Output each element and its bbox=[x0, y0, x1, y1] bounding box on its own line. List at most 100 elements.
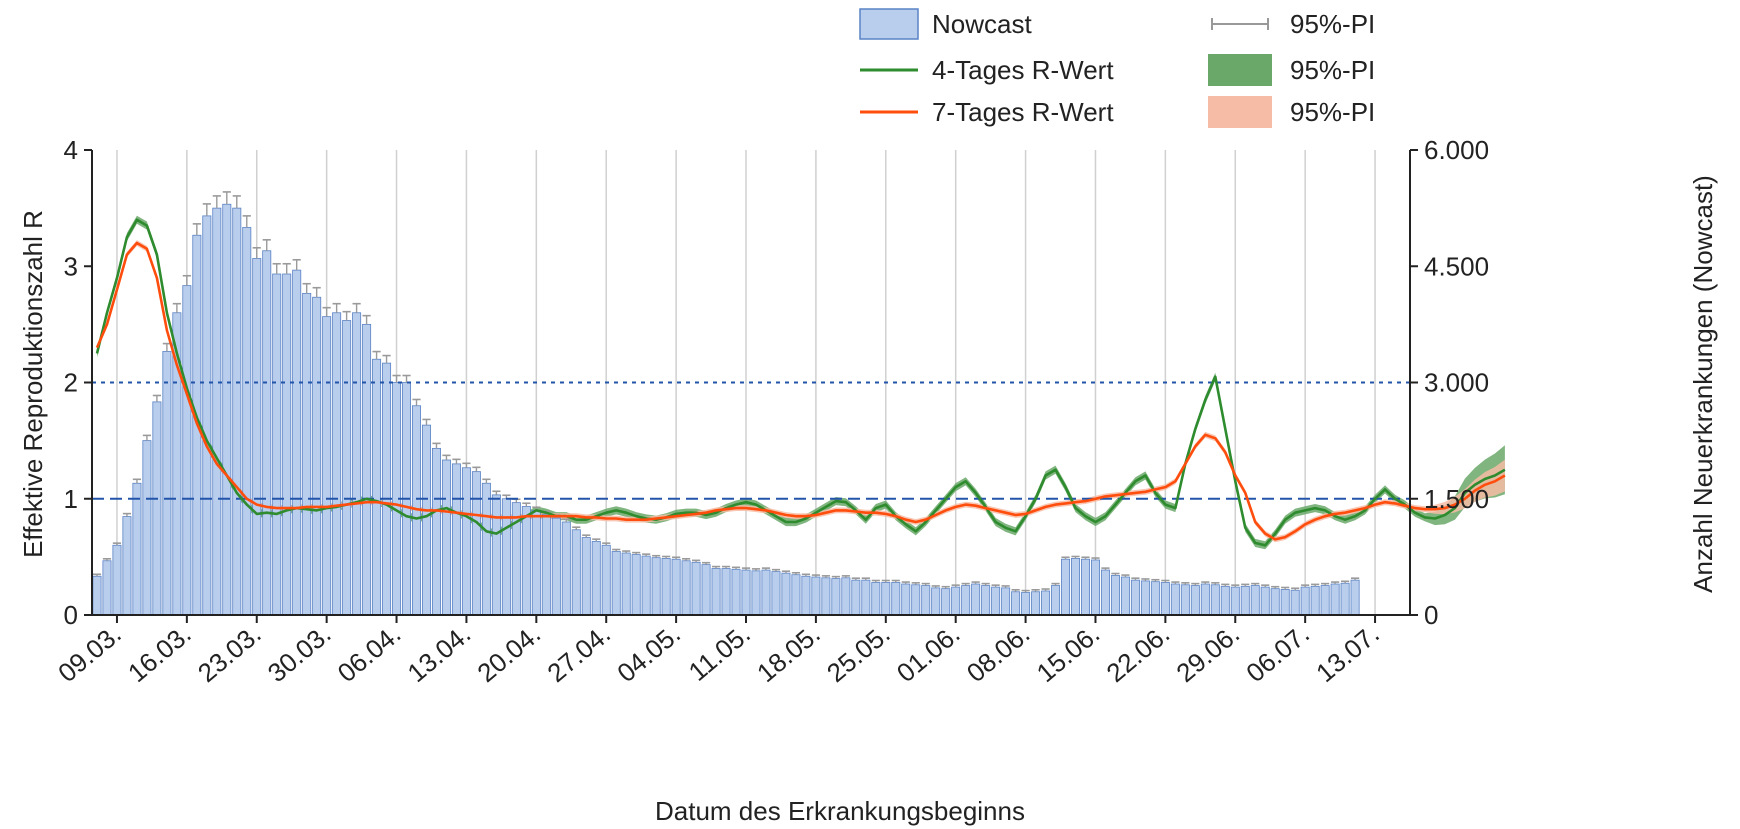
nowcast-bar-49 bbox=[581, 537, 591, 616]
nowcast-bar-81 bbox=[901, 583, 911, 616]
nowcast-bar-51 bbox=[601, 544, 611, 616]
nowcast-errorbar-106 bbox=[1151, 578, 1160, 582]
nowcast-errorbar-79 bbox=[881, 579, 890, 583]
nowcast-bar-59 bbox=[681, 560, 691, 616]
nowcast-bar-48 bbox=[571, 529, 581, 616]
nowcast-errorbar-27 bbox=[362, 314, 371, 325]
nowcast-errorbar-123 bbox=[1321, 582, 1330, 586]
nowcast-errorbar-63 bbox=[721, 565, 731, 569]
nowcast-errorbar-64 bbox=[731, 566, 741, 570]
x-tick-label-16: 29.06. bbox=[1170, 619, 1245, 688]
nowcast-bar-53 bbox=[621, 552, 631, 616]
legend-entry-4: 95%-PI bbox=[1208, 54, 1375, 86]
nowcast-errorbar-98 bbox=[1071, 555, 1080, 559]
nowcast-bar-45 bbox=[541, 513, 551, 616]
nowcast-errorbar-109 bbox=[1181, 582, 1190, 585]
nowcast-errorbar-47 bbox=[562, 518, 571, 522]
nowcast-bar-110 bbox=[1190, 585, 1200, 616]
nowcast-errorbar-13 bbox=[222, 191, 231, 205]
nowcast-errorbar-8 bbox=[172, 302, 181, 313]
nowcast-errorbar-121 bbox=[1301, 584, 1310, 588]
nowcast-errorbar-99 bbox=[1081, 556, 1090, 560]
nowcast-errorbar-16 bbox=[252, 247, 261, 259]
nowcast-bar-7 bbox=[162, 351, 172, 616]
nowcast-bar-117 bbox=[1260, 586, 1270, 616]
nowcast-errorbar-76 bbox=[851, 577, 860, 581]
nowcast-bar-37 bbox=[461, 467, 471, 616]
nowcast-bar-63 bbox=[721, 568, 731, 616]
nowcast-bar-121 bbox=[1300, 586, 1310, 616]
x-tick-label-18: 13.07. bbox=[1310, 619, 1385, 688]
nowcast-errorbar-38 bbox=[472, 466, 481, 472]
nowcast-errorbar-82 bbox=[911, 582, 920, 585]
nowcast-bar-102 bbox=[1110, 575, 1120, 616]
nowcast-errorbar-65 bbox=[741, 567, 751, 571]
legend-label-0: Nowcast bbox=[932, 9, 1032, 39]
y-right-tick-label-1: 1.500 bbox=[1424, 484, 1489, 514]
nowcast-bar-82 bbox=[911, 584, 921, 616]
x-tick-label-10: 18.05. bbox=[751, 619, 826, 688]
nowcast-bar-92 bbox=[1011, 591, 1021, 616]
nowcast-bar-87 bbox=[961, 585, 971, 616]
nowcast-bar-120 bbox=[1290, 589, 1300, 616]
nowcast-bar-61 bbox=[701, 564, 711, 616]
nowcast-errorbar-50 bbox=[592, 538, 601, 542]
nowcast-bar-66 bbox=[751, 570, 761, 616]
nowcast-bar-86 bbox=[951, 586, 961, 616]
nowcast-errorbar-24 bbox=[332, 302, 341, 313]
nowcast-errorbar-96 bbox=[1051, 582, 1060, 586]
nowcast-errorbar-84 bbox=[931, 585, 940, 588]
legend-swatch-band bbox=[1208, 54, 1272, 86]
legend-label-1: 4-Tages R-Wert bbox=[932, 55, 1114, 85]
nowcast-bar-125 bbox=[1340, 582, 1350, 616]
x-tick-label-7: 27.04. bbox=[541, 619, 616, 688]
x-tick-label-4: 06.04. bbox=[332, 619, 407, 688]
nowcast-bar-47 bbox=[561, 521, 571, 616]
nowcast-bar-80 bbox=[891, 582, 901, 616]
nowcast-bar-62 bbox=[711, 568, 721, 616]
nowcast-bar-21 bbox=[302, 292, 312, 616]
nowcast-bar-9 bbox=[182, 285, 192, 616]
nowcast-bar-123 bbox=[1320, 585, 1330, 616]
nowcast-errorbar-117 bbox=[1261, 584, 1270, 588]
nowcast-errorbar-72 bbox=[811, 574, 820, 578]
nowcast-errorbar-116 bbox=[1251, 582, 1260, 586]
nowcast-errorbar-51 bbox=[602, 542, 611, 546]
nowcast-errorbar-40 bbox=[492, 490, 501, 495]
x-tick-label-3: 30.03. bbox=[262, 619, 337, 688]
nowcast-bar-74 bbox=[831, 578, 841, 616]
x-tick-label-1: 16.03. bbox=[122, 619, 197, 688]
x-tick-label-15: 22.06. bbox=[1101, 619, 1176, 688]
nowcast-errorbar-57 bbox=[662, 555, 671, 559]
nowcast-bar-78 bbox=[871, 582, 881, 616]
nowcast-errorbar-6 bbox=[152, 394, 161, 402]
nowcast-errorbars bbox=[92, 191, 1360, 593]
y-right-tick-label-3: 4.500 bbox=[1424, 251, 1489, 281]
nowcast-bar-67 bbox=[761, 569, 771, 616]
nowcast-bar-13 bbox=[222, 203, 232, 616]
nowcast-errorbar-2 bbox=[112, 542, 122, 546]
nowcast-errorbar-4 bbox=[132, 478, 142, 484]
nowcast-bar-112 bbox=[1210, 584, 1220, 616]
nowcast-errorbar-125 bbox=[1341, 580, 1350, 584]
legend-entry-3: 95%-PI bbox=[1211, 9, 1375, 39]
nowcast-errorbar-43 bbox=[522, 502, 531, 507]
nowcast-bar-114 bbox=[1230, 586, 1240, 616]
r-value-lines bbox=[95, 218, 1506, 547]
legend-label-2: 7-Tages R-Wert bbox=[932, 97, 1114, 127]
nowcast-bar-89 bbox=[981, 585, 991, 616]
nowcast-errorbar-104 bbox=[1131, 577, 1140, 581]
nowcast-bar-79 bbox=[881, 582, 891, 616]
nowcast-bar-28 bbox=[372, 358, 382, 616]
y-left-tick-label-1: 1 bbox=[64, 484, 78, 514]
x-tick-label-17: 06.07. bbox=[1240, 619, 1315, 688]
nowcast-errorbar-23 bbox=[322, 306, 331, 317]
r7-line bbox=[95, 241, 1506, 541]
nowcast-bar-1 bbox=[102, 560, 112, 616]
legend: Nowcast 4-Tages R-Wert 7-Tages R-Wert 95%-P… bbox=[859, 8, 1375, 128]
nowcast-errorbar-69 bbox=[781, 570, 791, 574]
nowcast-bar-118 bbox=[1270, 588, 1280, 616]
nowcast-errorbar-36 bbox=[452, 458, 461, 464]
nowcast-bar-76 bbox=[851, 579, 861, 616]
nowcast-errorbar-1 bbox=[102, 558, 112, 561]
